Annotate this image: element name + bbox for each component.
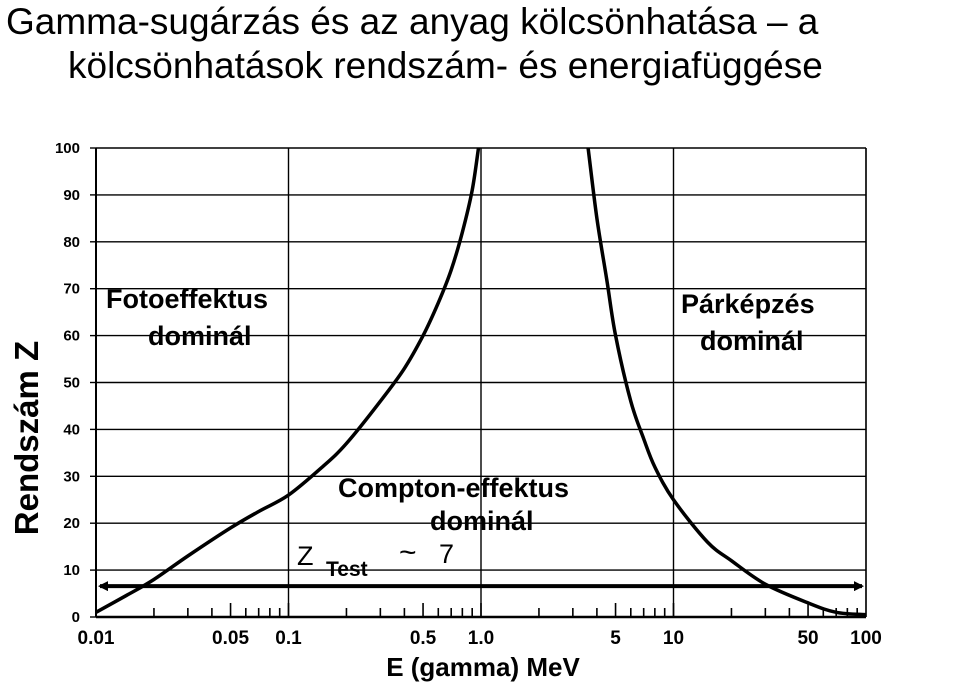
- region-pairproduction-line1: Párképzés: [681, 289, 815, 319]
- y-tick-label: 70: [63, 281, 80, 298]
- x-tick-label: 0.5: [410, 628, 437, 649]
- region-compton-line2: dominál: [430, 506, 534, 536]
- x-tick-label: 0.05: [212, 628, 249, 649]
- x-tick-label: 0.1: [275, 628, 302, 649]
- y-tick-label: 50: [63, 375, 80, 392]
- y-tick-label: 90: [63, 187, 80, 204]
- y-axis-label: Rendszám Z: [8, 341, 45, 535]
- x-tick-label: 0.01: [78, 628, 115, 649]
- x-tick-label: 1.0: [468, 628, 494, 649]
- region-pairproduction-line2: dominál: [700, 326, 804, 356]
- y-tick-label: 20: [63, 515, 80, 532]
- minor-ticks: [95, 603, 858, 617]
- x-axis-label: E (gamma) MeV: [386, 652, 580, 682]
- z-test-subscript: Test: [326, 558, 368, 581]
- z-test-symbol: Z: [297, 541, 314, 571]
- x-tick-label: 10: [663, 628, 684, 649]
- y-tick-label: 100: [55, 140, 80, 157]
- region-compton: Compton-effektus dominál: [338, 473, 569, 536]
- x-tick-label: 50: [797, 628, 818, 649]
- y-tick-label: 60: [63, 328, 80, 345]
- y-tick-label: 30: [63, 468, 80, 485]
- region-photoeffect: Fotoeffektus dominál: [106, 284, 268, 351]
- title-line-1: Gamma-sugárzás és az anyag kölcsönhatása…: [6, 1, 819, 42]
- z-test-approx: ~: [399, 536, 417, 569]
- y-tick-label: 40: [63, 421, 80, 438]
- y-tick-label: 0: [72, 609, 80, 626]
- z-test-value: 7: [439, 539, 454, 569]
- y-tick-label: 10: [63, 562, 80, 579]
- series-line-2: [586, 147, 867, 617]
- series-line-1: [95, 147, 481, 614]
- grid: [90, 147, 867, 619]
- x-tick-label: 100: [850, 628, 882, 649]
- region-compton-line1: Compton-effektus: [338, 473, 569, 503]
- title-line-2: kölcsönhatások rendszám- és energiafüggé…: [68, 45, 823, 86]
- x-tick-label: 5: [610, 628, 621, 649]
- y-tick-labels: 0 10 20 30 40 50 60 70 80 90 100: [55, 140, 80, 626]
- region-photoeffect-line1: Fotoeffektus: [106, 284, 268, 314]
- series-curves: [95, 147, 867, 617]
- x-tick-labels: 0.01 0.05 0.1 0.5 1.0 5 10 50 100: [78, 628, 882, 649]
- y-tick-label: 80: [63, 234, 80, 251]
- region-pairproduction: Párképzés dominál: [681, 289, 815, 356]
- z-test-annotation: Z Test ~ 7: [297, 536, 454, 581]
- region-photoeffect-line2: dominál: [148, 321, 252, 351]
